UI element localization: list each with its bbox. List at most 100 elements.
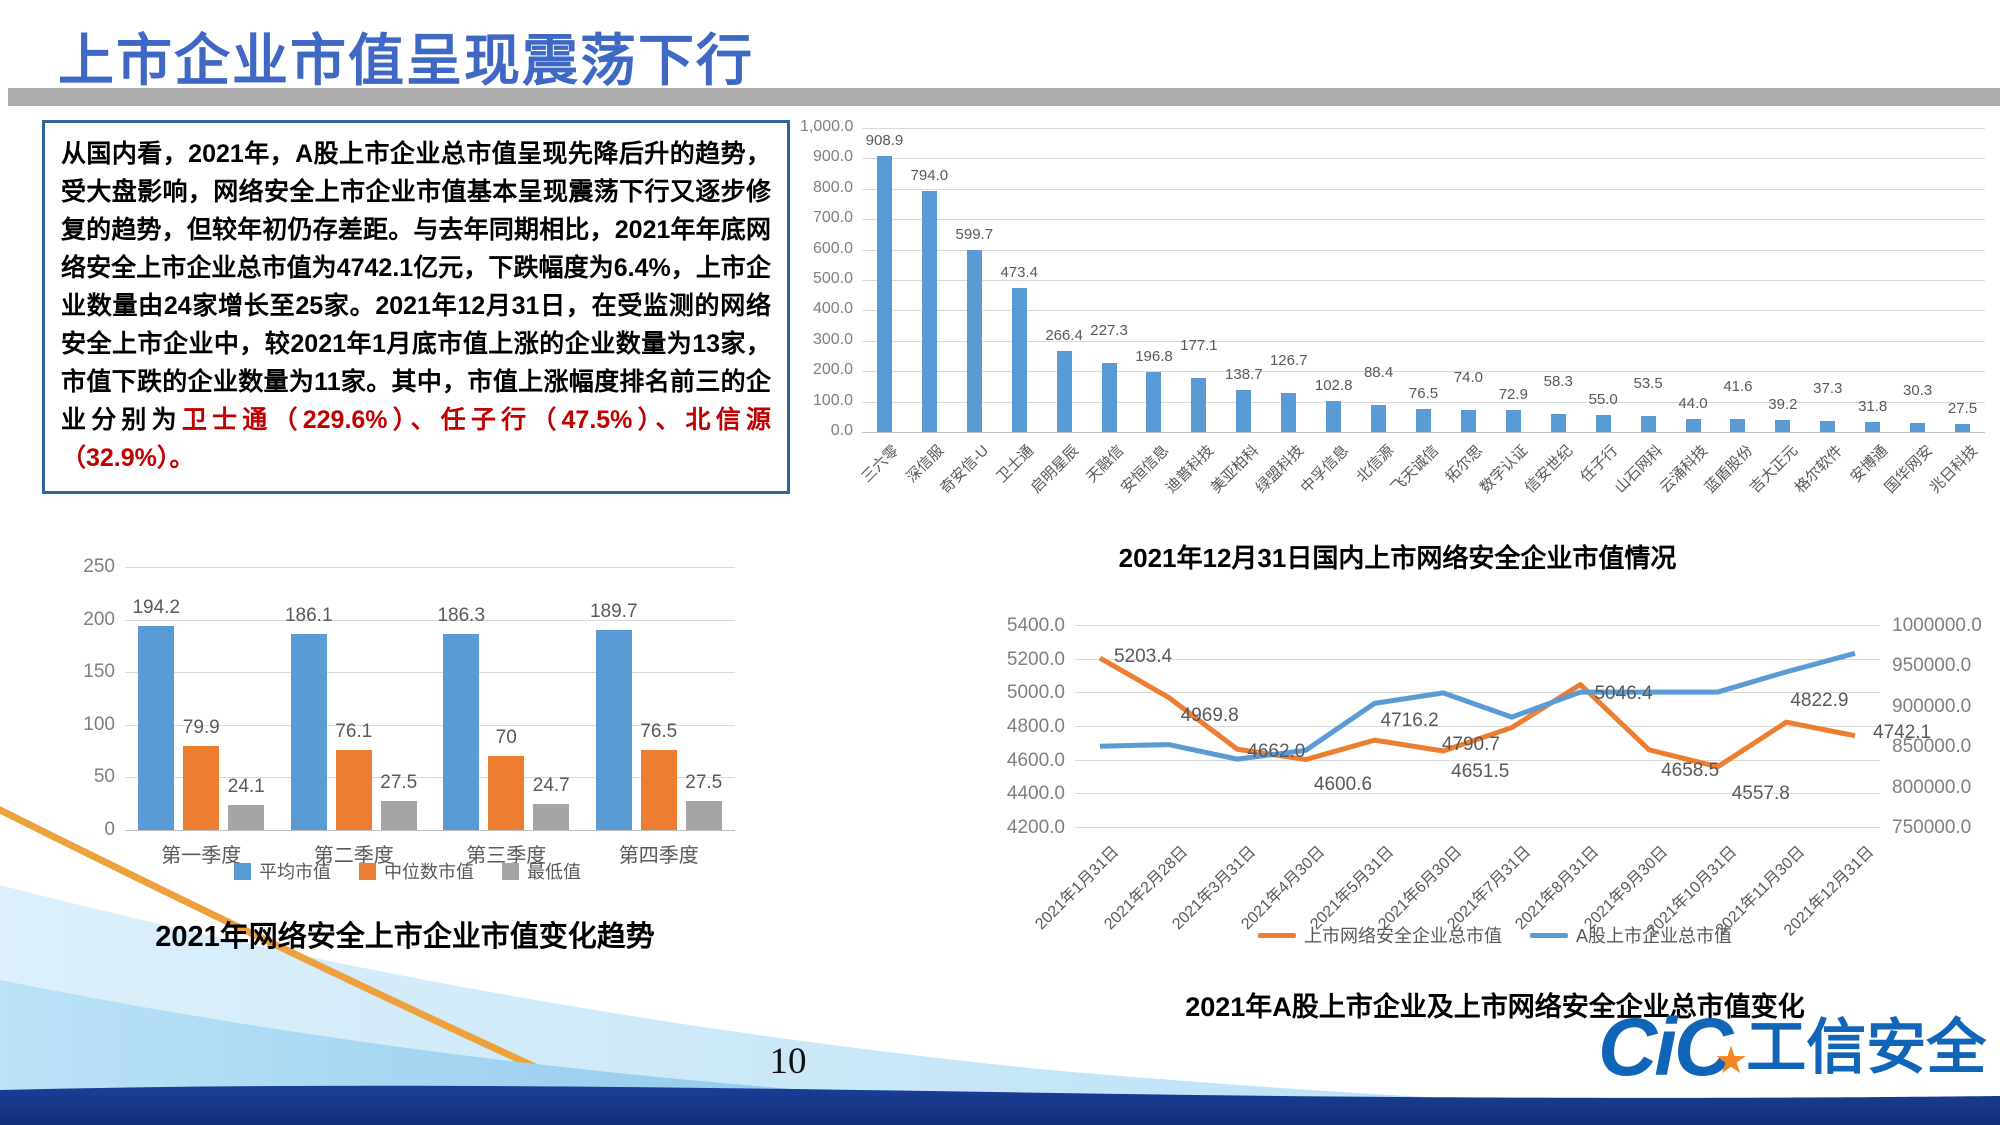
x-tick-label: 第四季度 [618,845,699,867]
y-tick-label: 150 [83,661,115,683]
bar [1595,415,1611,432]
y-tick-label-left: 4600.0 [1006,749,1065,771]
page-number: 10 [769,1041,807,1082]
y-tick-label-right: 950000.0 [1892,655,1972,677]
gridline [125,830,735,831]
gridline [1075,625,1880,626]
bar [1730,419,1746,432]
point-value-label: 5203.4 [1114,646,1173,668]
y-tick-label-left: 4800.0 [1006,716,1065,737]
y-tick-label-right: 850000.0 [1892,736,1972,758]
bar [1550,414,1566,432]
bar-value-label: 186.1 [284,605,333,627]
x-tick-label: 第三季度 [466,845,547,867]
bar [921,190,937,432]
point-value-label: 4600.6 [1313,773,1373,795]
y-tick-label-right: 750000.0 [1892,817,1972,838]
bar [1505,409,1521,432]
bar [1101,362,1117,432]
quarterly-chart-title: 2021年网络安全上市企业市值变化趋势 [155,921,655,953]
gridline [125,724,735,726]
bar-value-label: 794.0 [910,166,949,184]
bar-value-label: 76.5 [1408,384,1439,402]
cic-logo-star-icon: ★ [1714,1040,1749,1082]
legend-item: 最低值 [502,858,581,884]
legend-swatch [502,862,519,880]
legend-swatch [359,862,376,880]
bar [228,804,265,830]
line-chart-legend: 上市网络安全企业总市值 A股上市企业总市值 [995,922,1995,948]
cic-logo: CiC ★ 工信安全 [1598,998,1998,1098]
bar [595,630,632,830]
bar-value-label: 37.3 [1813,379,1843,397]
bar-value-label: 196.8 [1135,348,1173,366]
bar-value-label: 53.5 [1633,374,1663,392]
point-value-label: 4716.2 [1380,710,1439,732]
gridline [862,371,1985,373]
bar-value-label: 27.5 [1947,399,1978,417]
y-tick-label: 0.0 [830,422,853,439]
bar-value-label: 189.7 [589,601,638,623]
bar-value-label: 76.5 [640,720,678,742]
gridline [862,401,1985,403]
point-value-label: 4658.5 [1661,759,1720,781]
bar-value-label: 72.9 [1498,385,1528,403]
legend-item: 上市网络安全企业总市值 [1257,922,1502,948]
gridline [125,619,735,621]
bar [1146,372,1162,432]
bar-value-label: 30.3 [1903,381,1933,399]
bar-value-label: 599.7 [955,225,994,243]
y-tick-label: 0 [104,819,115,840]
x-tick-label: 第一季度 [161,845,242,867]
point-value-label: 5046.4 [1594,682,1653,704]
summary-text: 从国内看，2021年，A股上市企业总市值呈现先降后升的趋势，受大盘影响，网络安全… [61,140,771,434]
line-series [1099,650,1856,762]
legend-label: 中位数市值 [384,862,474,882]
bar-value-label: 473.4 [1000,264,1038,282]
y-tick-label: 100 [83,713,115,735]
gridline [862,219,1985,221]
y-tick-label-left: 5000.0 [1006,682,1065,704]
bar [1416,408,1431,432]
y-tick-label: 50 [93,766,115,788]
bar-value-label: 126.7 [1269,352,1308,370]
gridline [862,310,1985,312]
bar [1011,288,1027,432]
total-marketcap-line-chart: 4200.0 4400.0 4600.0 4800.0 5000.0 5200.0 5400… [995,585,1995,940]
cic-logo-name: 工信安全 [1746,1014,1987,1081]
bar [1910,422,1926,432]
y-tick-label: 800.0 [812,178,853,196]
point-value-label: 4969.8 [1180,705,1239,727]
quarterly-chart-legend: 平均市值 中位数市值 最低值 [75,858,740,884]
bar [1820,420,1836,432]
quarterly-marketcap-bar-chart: 0 50 100 150 200 250 194.2 79.9 24.1 第一季度 186.1 76.… [75,550,740,867]
gridline [125,567,735,568]
line-series-canvas [1098,650,1856,770]
y-tick-label-left: 5400.0 [1006,615,1065,636]
bar-value-label: 55.0 [1588,391,1618,409]
gridline [125,777,735,779]
bottom-wave-decoration [0,806,2000,1125]
bar [443,634,480,830]
y-tick-label: 100.0 [812,391,853,409]
summary-textbox: 从国内看，2021年，A股上市企业总市值呈现先降后升的趋势，受大盘影响，网络安全… [42,120,790,494]
bar [1775,420,1791,432]
gridline [1075,827,1880,828]
y-tick-label: 200 [83,608,115,630]
bar-value-label: 88.4 [1363,364,1394,382]
point-value-label: 4662.0 [1247,741,1306,763]
y-tick-label: 200.0 [812,361,853,379]
bar [380,801,417,830]
bar [1640,415,1656,432]
legend-line-swatch [1257,932,1296,938]
bar-value-label: 79.9 [182,716,220,738]
bar [876,155,892,432]
bar-value-label: 27.5 [685,772,723,794]
bar [488,756,525,830]
bar-value-label: 102.8 [1314,376,1353,394]
legend-label: 上市网络安全企业总市值 [1303,926,1502,946]
y-tick-label-right: 900000.0 [1892,695,1972,717]
legend-item: 中位数市值 [359,858,474,884]
title-divider-bar [8,88,2000,106]
legend-label: 平均市值 [259,862,331,882]
